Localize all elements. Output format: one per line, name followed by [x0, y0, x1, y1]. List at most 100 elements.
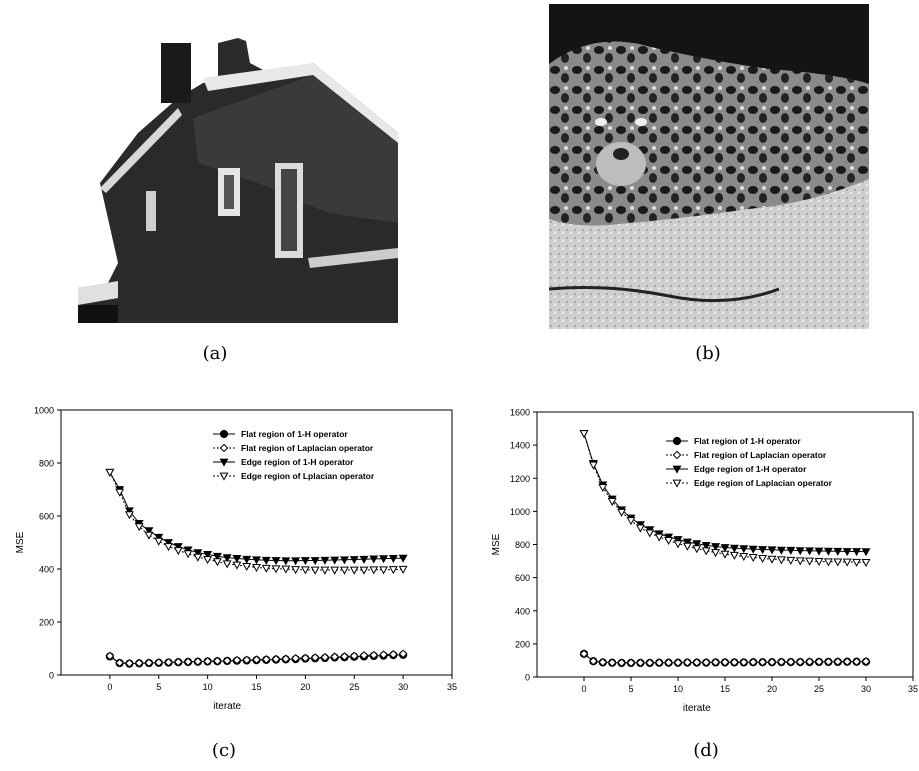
data-point [645, 529, 655, 538]
data-point [154, 537, 164, 546]
y-tick-label: 800 [515, 540, 530, 550]
data-point [729, 544, 739, 553]
y-tick-label: 600 [515, 573, 530, 583]
data-point [654, 533, 664, 542]
data-point [359, 566, 369, 575]
data-point [711, 657, 720, 667]
data-point [261, 556, 271, 565]
data-point [212, 558, 222, 567]
data-point [758, 555, 768, 564]
data-point [124, 511, 134, 520]
data-point [598, 657, 608, 667]
data-point [852, 558, 862, 567]
x-tick-label: 20 [300, 682, 310, 692]
data-point [701, 658, 711, 667]
data-point [144, 658, 154, 668]
data-point [125, 659, 134, 668]
series-4 [105, 468, 408, 575]
data-point [212, 552, 222, 561]
legend-marker [219, 443, 229, 453]
data-point [626, 658, 636, 668]
data-point [379, 555, 389, 564]
data-point [203, 556, 213, 565]
data-point [588, 461, 598, 470]
y-tick-label: 600 [39, 512, 54, 522]
data-point [842, 548, 852, 557]
data-point [359, 651, 369, 660]
data-point [301, 653, 310, 663]
chart-d: 0 200 400 600 800 1000 1200 1400 1600 0 5 10 15 20 25 3… [491, 408, 918, 715]
data-point [823, 547, 833, 556]
data-point [398, 649, 408, 659]
legend-marker [672, 465, 682, 474]
data-point [164, 543, 173, 552]
data-point [636, 658, 645, 668]
x-tick-label: 0 [581, 684, 586, 694]
data-point [242, 562, 252, 571]
data-point [320, 652, 330, 662]
y-tick-label: 800 [39, 459, 54, 469]
data-point [349, 556, 359, 565]
data-point [281, 565, 291, 574]
data-point [154, 533, 164, 542]
x-axis-label: iterate [213, 701, 241, 712]
data-point [310, 557, 320, 566]
data-point [173, 547, 183, 556]
data-point [349, 566, 359, 575]
data-point [777, 657, 786, 667]
data-point [861, 559, 871, 568]
data-point [711, 549, 721, 558]
data-point [654, 658, 664, 667]
data-point [579, 649, 589, 659]
data-point [786, 657, 796, 667]
x-tick-label: 30 [398, 682, 408, 692]
data-point [349, 651, 359, 661]
y-tick-label: 200 [39, 618, 54, 628]
data-point [173, 657, 183, 667]
data-point [729, 551, 739, 560]
data-point [776, 556, 786, 565]
data-point [720, 544, 730, 553]
y-tick-label: 1600 [510, 408, 530, 418]
data-point [805, 547, 815, 556]
legend-entry: Edge region of Lplacian operator [213, 471, 375, 481]
series-4 [579, 430, 871, 568]
data-point [833, 547, 843, 556]
data-point [701, 547, 711, 556]
data-point [758, 546, 768, 555]
data-point [786, 546, 796, 555]
data-point [805, 557, 815, 566]
data-point [173, 543, 183, 552]
data-point [330, 652, 340, 662]
y-tick-label: 200 [515, 639, 530, 649]
data-point [203, 551, 213, 560]
data-point [842, 558, 852, 567]
data-point [795, 657, 805, 667]
legend-entry: Flat region of 1-H operator [213, 429, 348, 439]
data-point [664, 536, 674, 545]
chart-c: 0 200 400 600 800 1000 0 5 10 15 20 25 30 35 iterate MS… [15, 406, 457, 713]
data-point [823, 558, 833, 567]
legend-label: Flat region of Laplacian operator [241, 443, 374, 453]
data-point [242, 655, 252, 665]
data-point [824, 657, 833, 667]
data-point [814, 558, 824, 567]
data-point [805, 657, 814, 667]
caption-c: (c) [211, 740, 237, 761]
data-point [261, 655, 271, 664]
data-point [134, 658, 144, 668]
legend-marker [672, 479, 682, 488]
y-tick-label: 1200 [510, 474, 530, 484]
data-point [701, 541, 711, 550]
leopard-photo [549, 4, 869, 329]
data-point [310, 653, 320, 662]
y-axis-label: MSE [491, 533, 502, 555]
data-point [683, 658, 692, 667]
data-point [786, 556, 796, 565]
x-tick-label: 10 [673, 684, 683, 694]
legend-label: Edge region of 1-H operator [241, 457, 354, 467]
data-point [154, 658, 164, 667]
data-point [320, 566, 330, 575]
data-point [330, 556, 340, 565]
legend-entry: Flat region of 1-H operator [666, 436, 801, 446]
